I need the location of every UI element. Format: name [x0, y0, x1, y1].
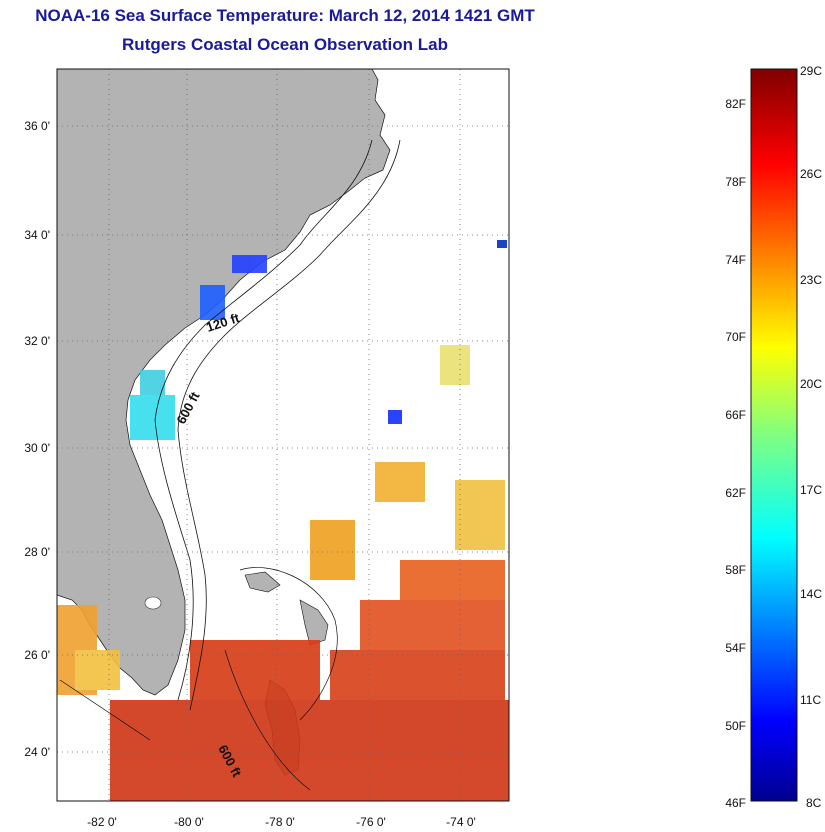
depth-contour-600ft	[177, 139, 401, 711]
fahrenheit-label: 74F	[725, 253, 746, 267]
fahrenheit-label: 50F	[725, 719, 746, 733]
celsius-label: 17C	[800, 483, 822, 497]
celsius-label: 20C	[800, 377, 822, 391]
latitude-axis: 36 0' 34 0' 32 0' 30 0' 28 0' 26 0' 24 0…	[24, 119, 50, 759]
lat-tick-label: 34 0'	[24, 228, 50, 242]
lat-tick-label: 26 0'	[24, 648, 50, 662]
fahrenheit-label: 78F	[725, 175, 746, 189]
fahrenheit-label: 54F	[725, 641, 746, 655]
abaco-island	[299, 599, 329, 646]
celsius-label: 11C	[800, 693, 821, 707]
celsius-label: 14C	[800, 587, 822, 601]
sst-pixels	[57, 240, 509, 801]
fahrenheit-label: 58F	[725, 563, 746, 577]
lat-tick-label: 30 0'	[24, 441, 50, 455]
fahrenheit-label: 70F	[725, 330, 746, 344]
lon-tick-label: -78 0'	[265, 815, 295, 829]
lat-tick-label: 24 0'	[24, 745, 50, 759]
lake-okeechobee	[144, 596, 162, 610]
longitude-axis: -82 0' -80 0' -78 0' -76 0' -74 0'	[87, 815, 476, 829]
lon-tick-label: -76 0'	[356, 815, 386, 829]
graticule	[57, 69, 509, 801]
us-landmass	[57, 69, 391, 696]
celsius-label: 29C	[800, 64, 822, 78]
map-frame	[56, 68, 510, 802]
fahrenheit-label: 82F	[725, 97, 746, 111]
map-subtitle: Rutgers Coastal Ocean Observation Lab	[122, 35, 448, 54]
lon-tick-label: -82 0'	[87, 815, 117, 829]
lat-tick-label: 36 0'	[24, 119, 50, 133]
lat-tick-label: 32 0'	[24, 334, 50, 348]
colorbar-fahrenheit-labels: 82F 78F 74F 70F 66F 62F 58F 54F 50F 46F	[725, 97, 746, 810]
celsius-label: 23C	[800, 273, 822, 287]
celsius-label: 8C	[806, 796, 822, 810]
lon-tick-label: -74 0'	[446, 815, 476, 829]
grand-bahama-island	[244, 571, 281, 593]
fahrenheit-label: 46F	[725, 796, 746, 810]
depth-contour-bahamas	[59, 567, 338, 791]
fahrenheit-label: 66F	[725, 408, 746, 422]
lon-tick-label: -80 0'	[174, 815, 204, 829]
colorbar	[750, 68, 798, 802]
colorbar-celsius-labels: 29C 26C 23C 20C 17C 14C 11C 8C	[800, 64, 822, 810]
lat-tick-label: 28 0'	[24, 545, 50, 559]
celsius-label: 26C	[800, 167, 822, 181]
fahrenheit-label: 62F	[725, 486, 746, 500]
map-title: NOAA-16 Sea Surface Temperature: March 1…	[35, 6, 535, 25]
